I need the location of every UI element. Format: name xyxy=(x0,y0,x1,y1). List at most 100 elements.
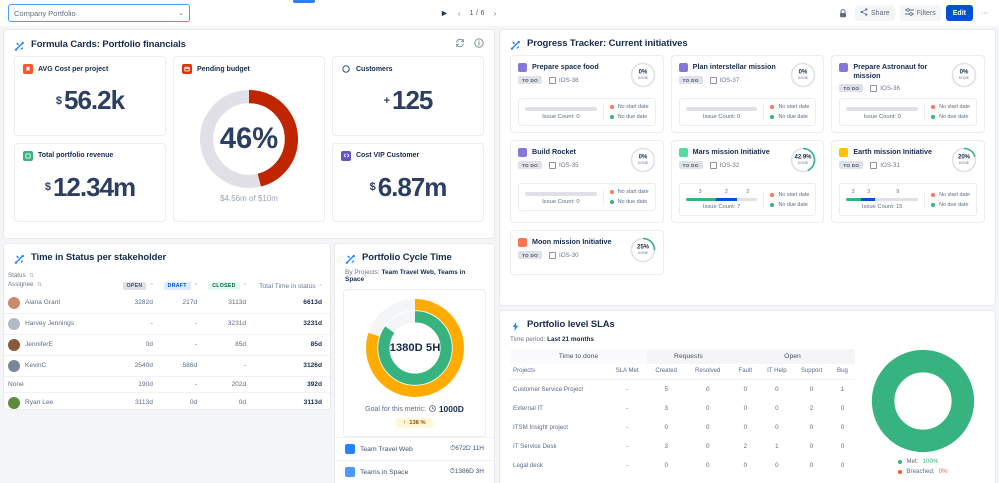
gadget-portfolio-slas: Portfolio level SLAs Time period: Last 2… xyxy=(499,310,996,483)
table-body: Alana Grant 3282d 217d 3113d 6613d Harvey… xyxy=(4,292,330,409)
play-icon[interactable]: ► xyxy=(440,8,449,18)
cell-total: 85d xyxy=(250,334,330,356)
formula-card-pending-budget[interactable]: Pending budget 46% $4.56m of $10m xyxy=(173,56,325,222)
formula-card-cost-vip[interactable]: Cost VIP Customer $6.87m xyxy=(332,142,484,222)
status-dot-icon xyxy=(770,105,775,109)
lock-icon[interactable] xyxy=(836,5,850,21)
bookmark-icon xyxy=(23,64,33,74)
completion-ring: 0% DONE xyxy=(951,62,977,93)
sla-bug: 1 xyxy=(840,386,845,394)
initiative-progress: 3 2 2 Issue Count: 7 xyxy=(685,189,758,210)
tag-icon xyxy=(23,150,33,161)
info-icon[interactable] xyxy=(474,38,484,50)
formula-grid: AVG Cost per project $56.2k Total portfo… xyxy=(4,56,494,232)
initiative-body: 3 2 2 Issue Count: 7 No start date No due … xyxy=(678,183,817,217)
sla-fault: 0 xyxy=(743,386,748,394)
slas-col-it-help[interactable]: IT Help xyxy=(760,364,794,380)
initiative-dates: No start date No due date xyxy=(763,191,809,208)
header-open[interactable]: OPEN ^ xyxy=(116,269,157,293)
sla-it-help: 0 xyxy=(775,461,779,469)
issue-key[interactable]: IOS-37 xyxy=(709,76,739,84)
initiative-color-icon xyxy=(678,148,688,157)
segment-label: 3 xyxy=(698,189,702,195)
initiative-dates: No start date No due date xyxy=(602,104,649,120)
slas-col-sla-met[interactable]: SLA Met xyxy=(607,364,647,380)
header-total-time[interactable]: Total Time in status ^ xyxy=(250,269,330,293)
assignee-name: Alana Grant xyxy=(25,299,61,307)
cell-open: 3113d xyxy=(116,392,157,409)
sla-bug: 0 xyxy=(840,405,845,413)
list-item[interactable]: Teams in Space ⏱1386D 3H xyxy=(335,460,494,483)
initiative-meta: TO DO IOS-37 xyxy=(678,76,786,84)
status-badge: TO DO xyxy=(518,161,542,169)
slas-col-bug[interactable]: Bug xyxy=(829,364,855,380)
initiative-card[interactable]: Moon mission Initiative TO DO IOS-30 25%… xyxy=(510,230,664,276)
initiative-card[interactable]: Prepare Astronaut for mission TO DO IOS-… xyxy=(831,55,985,133)
slas-col-projects[interactable]: Projects xyxy=(510,364,608,380)
chevron-right-icon[interactable]: › xyxy=(493,8,497,18)
initiative-card[interactable]: Mars mission Initiative TO DO IOS-32 42.… xyxy=(670,140,825,224)
sla-project: External IT xyxy=(513,405,543,413)
table-row[interactable]: JenniferE 0d - 85d 85d xyxy=(4,334,330,356)
table-row[interactable]: Legal desk - 0 0 0 0 0 0 xyxy=(510,456,855,475)
row-assignee: None xyxy=(4,376,116,393)
table-row[interactable]: None 190d - 202d 392d xyxy=(4,376,330,393)
sla-bug: 0 xyxy=(840,461,845,469)
slas-body: Time to done Requests Open Projects SLA … xyxy=(500,349,995,483)
initiative-card[interactable]: Plan interstellar mission TO DO IOS-37 0… xyxy=(670,55,825,133)
page-count: 1 / 6 xyxy=(469,9,485,17)
table-row[interactable]: Customer Service Project - 5 0 0 0 0 1 xyxy=(510,380,855,400)
formula-card-customers[interactable]: Customers +125 xyxy=(332,56,484,136)
refresh-icon[interactable] xyxy=(455,38,465,50)
slas-group-row: Time to done Requests Open xyxy=(510,349,855,364)
segment-label: 3 xyxy=(867,189,871,195)
initiative-progress: 3 3 9 Issue Count: 15 xyxy=(846,189,919,210)
slas-col-support[interactable]: Support xyxy=(793,364,830,380)
issue-key[interactable]: IOS-32 xyxy=(709,161,739,169)
gadget-icon xyxy=(510,38,521,50)
slas-header: Portfolio level SLAs xyxy=(500,311,995,336)
segment-labels: 3 2 2 xyxy=(686,189,758,195)
filters-button[interactable]: Filters xyxy=(899,5,941,21)
more-actions-button[interactable]: ··· xyxy=(978,5,991,21)
cycle-goal-badge: ↑ 138 % xyxy=(395,418,434,428)
table-row[interactable]: External IT - 3 0 0 0 2 0 xyxy=(510,399,855,418)
formula-card-total-revenue[interactable]: Total portfolio revenue $12.34m xyxy=(14,142,166,222)
formula-card-value: $6.87m xyxy=(341,161,475,215)
initiative-progress: Issue Count: 0 xyxy=(525,104,597,120)
table-row[interactable]: Alana Grant 3282d 217d 3113d 6613d xyxy=(4,292,330,314)
formula-card-avg-cost[interactable]: AVG Cost per project $56.2k xyxy=(14,56,166,136)
initiative-card[interactable]: Prepare space food TO DO IOS-38 0% DONE xyxy=(510,55,664,133)
slas-col-created[interactable]: Created xyxy=(646,364,686,380)
header-draft[interactable]: DRAFT ^ xyxy=(157,269,201,293)
table-row[interactable]: Ryan Lee 3113d 0d 0d 3113d xyxy=(4,392,330,409)
initiative-dates: No start date No due date xyxy=(602,189,649,205)
issue-key[interactable]: IOS-31 xyxy=(870,161,900,169)
header-closed[interactable]: CLOSED ^ xyxy=(201,269,250,293)
edit-button[interactable]: Edit xyxy=(945,5,973,21)
sla-project: IT Service Desk xyxy=(513,443,557,450)
initiative-grid: Prepare space food TO DO IOS-38 0% DONE xyxy=(500,55,995,283)
initiative-meta: TO DO IOS-32 xyxy=(678,161,786,169)
list-item[interactable]: Team Travel Web ⏱672D 11H xyxy=(335,437,494,460)
portfolio-select[interactable]: Company Portfolio ⌄ xyxy=(8,4,190,22)
table-row[interactable]: Harvey Jennings - - 3231d 3231d xyxy=(4,313,330,335)
table-row[interactable]: ITSM Insight project - 0 0 0 0 0 0 xyxy=(510,418,855,437)
table-row[interactable]: KevinC 2540d 586d - 3126d xyxy=(4,355,330,377)
formula-card-label: Customers xyxy=(356,65,393,73)
initiative-card[interactable]: Earth mission Initiative TO DO IOS-31 20… xyxy=(831,140,985,224)
issue-key[interactable]: IOS-35 xyxy=(548,161,579,169)
status-dot-icon xyxy=(931,192,936,197)
initiative-card[interactable]: Build Rocket TO DO IOS-35 0% DONE xyxy=(510,140,664,224)
issue-key[interactable]: IOS-30 xyxy=(548,251,579,259)
share-button[interactable]: Share xyxy=(855,5,895,21)
issue-key[interactable]: IOS-36 xyxy=(870,84,900,92)
slas-col-resolved[interactable]: Resolved xyxy=(685,364,730,380)
table-row[interactable]: IT Service Desk - 3 0 2 1 0 0 xyxy=(510,437,855,456)
header-status-assignee[interactable]: Status ⇅ Assignee ⇅ xyxy=(4,269,116,293)
issue-key[interactable]: IOS-38 xyxy=(548,76,579,84)
sla-created: 3 xyxy=(664,443,668,450)
slas-col-fault[interactable]: Fault xyxy=(729,364,761,380)
chevron-left-icon[interactable]: ‹ xyxy=(457,8,461,18)
